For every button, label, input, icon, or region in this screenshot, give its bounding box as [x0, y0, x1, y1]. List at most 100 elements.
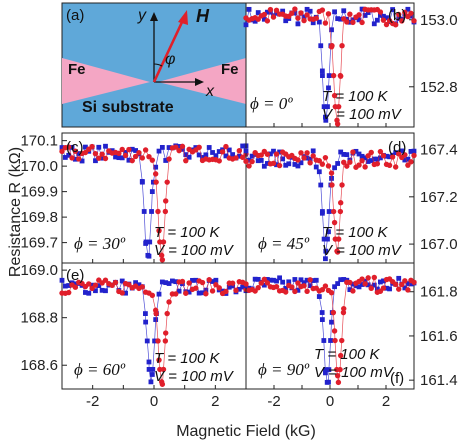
- data-point-square: [69, 144, 75, 150]
- data-point-square: [148, 379, 154, 385]
- data-point-circle: [273, 7, 280, 14]
- data-point-circle: [92, 150, 99, 157]
- data-point-circle: [72, 284, 79, 290]
- data-point-square: [316, 169, 322, 175]
- data-point-square: [338, 277, 344, 283]
- data-point-circle: [146, 154, 152, 160]
- data-point-square: [335, 161, 341, 166]
- data-point-circle: [89, 143, 95, 150]
- data-point-square: [173, 279, 179, 285]
- data-point-circle: [334, 372, 341, 379]
- panel-label: (f): [390, 370, 404, 387]
- y-tick-label: 169.0: [20, 262, 58, 279]
- data-point-circle: [116, 150, 122, 156]
- data-point-square: [72, 281, 78, 287]
- data-point-square: [359, 153, 365, 159]
- phi-annotation: ϕ = 0º: [250, 94, 293, 113]
- data-point-circle: [380, 17, 387, 23]
- data-point-square: [307, 8, 313, 14]
- data-point-square: [365, 282, 371, 288]
- data-point-square: [307, 283, 313, 289]
- panel-label-a: (a): [66, 7, 84, 24]
- data-point-circle: [295, 280, 301, 286]
- panel-label: (c): [66, 139, 84, 156]
- data-point-circle: [295, 15, 301, 21]
- data-point-circle: [255, 284, 261, 291]
- data-point-square: [83, 290, 88, 295]
- data-point-square: [146, 359, 152, 365]
- data-point-square: [149, 189, 155, 195]
- data-point-square: [347, 19, 353, 25]
- fe-left-electrode: [62, 58, 150, 104]
- data-point-square: [384, 285, 389, 291]
- data-point-circle: [377, 148, 384, 155]
- data-point-square: [341, 8, 347, 14]
- data-point-circle: [99, 151, 105, 157]
- data-point-circle: [239, 154, 246, 161]
- data-point-square: [83, 144, 88, 150]
- data-point-square: [310, 278, 316, 283]
- data-point-circle: [337, 352, 344, 359]
- voltage-annotation: V = 100 mV: [322, 242, 403, 259]
- data-point-circle: [243, 281, 249, 287]
- data-point-circle: [196, 144, 202, 151]
- temperature-annotation: T = 100 K: [322, 88, 388, 105]
- data-point-square: [183, 152, 189, 158]
- panel-label: (e): [66, 267, 84, 284]
- data-point-square: [226, 284, 232, 290]
- data-point-circle: [126, 146, 132, 153]
- fe-right-label: Fe: [221, 61, 239, 78]
- data-point-square: [359, 6, 365, 12]
- data-point-square: [405, 281, 411, 286]
- data-point-circle: [347, 279, 353, 286]
- data-point-circle: [335, 236, 342, 242]
- substrate-label: Si substrate: [82, 99, 174, 116]
- data-point-square: [371, 21, 377, 27]
- data-point-circle: [159, 257, 166, 263]
- data-point-square: [223, 153, 229, 159]
- data-point-square: [143, 319, 149, 325]
- fe-left-label: Fe: [68, 61, 86, 78]
- data-point-circle: [153, 179, 159, 185]
- data-point-circle: [350, 19, 356, 26]
- data-point-square: [96, 144, 102, 150]
- data-point-square: [146, 366, 152, 372]
- data-point-square: [166, 281, 172, 286]
- data-point-circle: [341, 305, 347, 312]
- data-point-square: [255, 10, 261, 15]
- voltage-annotation: V = 100 mV: [154, 368, 235, 385]
- schematic-panel: (a) y H φ Fe Fe x Si substrate: [61, 2, 247, 128]
- data-point-square: [230, 152, 236, 157]
- angle-label: φ: [165, 51, 175, 68]
- data-point-square: [274, 278, 279, 284]
- voltage-annotation: V = 100 mV: [154, 242, 235, 259]
- y-tick-label: 169.8: [20, 209, 58, 226]
- data-point-square: [405, 6, 411, 12]
- y-tick-label: 167.4: [420, 142, 458, 159]
- data-point-circle: [156, 357, 162, 363]
- data-point-square: [390, 7, 396, 12]
- data-point-circle: [334, 121, 341, 127]
- field-label: H: [196, 6, 210, 26]
- phi-annotation: ϕ = 30º: [74, 234, 126, 253]
- data-point-square: [319, 317, 325, 322]
- data-point-circle: [374, 161, 381, 167]
- data-point-square: [176, 144, 182, 149]
- data-point-circle: [136, 150, 142, 156]
- data-point-square: [210, 150, 215, 155]
- data-point-circle: [392, 22, 399, 28]
- data-point-square: [129, 146, 135, 152]
- data-point-circle: [82, 149, 89, 156]
- data-point-square: [402, 285, 408, 291]
- data-point-square: [186, 154, 192, 160]
- data-point-square: [384, 15, 389, 21]
- data-point-circle: [304, 150, 310, 156]
- data-point-square: [176, 288, 182, 294]
- data-point-square: [252, 276, 258, 282]
- data-point-circle: [337, 366, 343, 373]
- data-point-square: [216, 149, 222, 154]
- data-point-square: [271, 148, 276, 154]
- data-point-square: [325, 104, 330, 110]
- data-point-circle: [153, 310, 159, 317]
- data-point-square: [210, 279, 215, 284]
